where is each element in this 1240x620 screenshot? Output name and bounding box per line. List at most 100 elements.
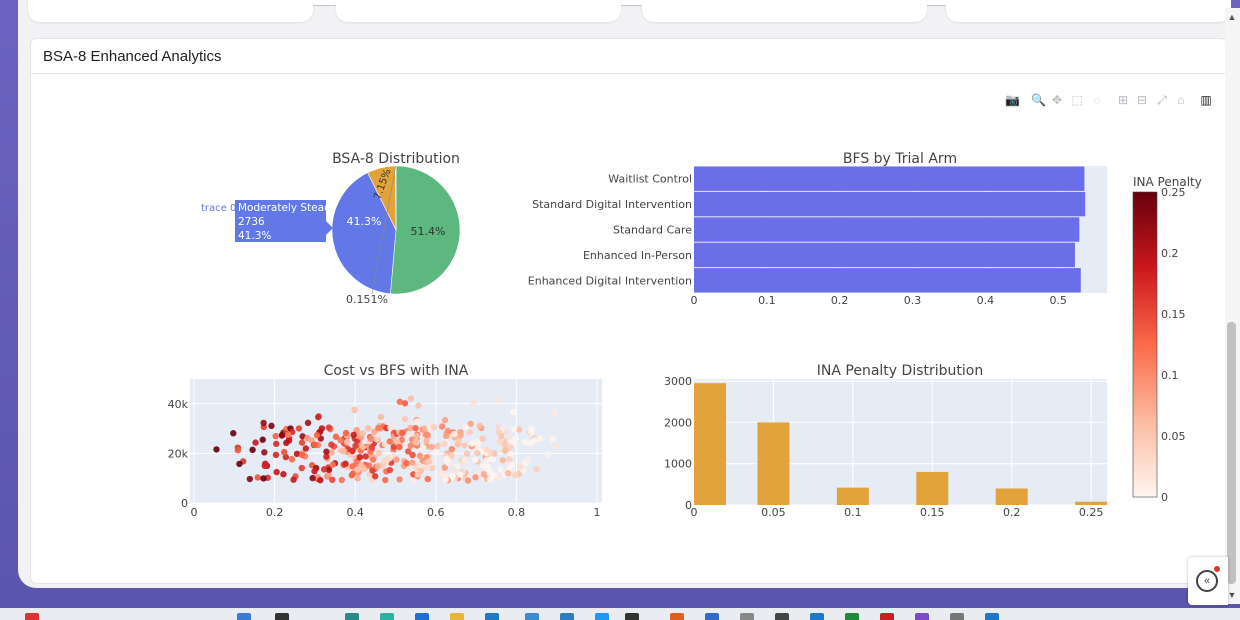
scatter-point[interactable] (260, 475, 267, 482)
scatter-point[interactable] (473, 438, 481, 446)
scatter-point[interactable] (554, 442, 561, 450)
scatter-point[interactable] (476, 422, 484, 430)
scatter-point[interactable] (407, 442, 414, 449)
zoom-icon[interactable]: 🔍 (1031, 93, 1046, 107)
scatter-point[interactable] (516, 463, 524, 471)
scatter-point[interactable] (495, 396, 503, 404)
scatter-point[interactable] (405, 430, 413, 437)
scatter-point[interactable] (472, 456, 479, 463)
scatter-point[interactable] (382, 476, 389, 484)
app-icon[interactable] (705, 613, 719, 620)
scatter-point[interactable] (273, 468, 280, 476)
bar[interactable] (694, 191, 1086, 217)
scatter-point[interactable] (497, 466, 504, 473)
app-icon[interactable] (670, 613, 684, 620)
histogram-bar[interactable] (1075, 501, 1108, 505)
app-icon[interactable] (810, 613, 824, 620)
scatter-point[interactable] (549, 435, 557, 443)
scatter-point[interactable] (457, 471, 464, 478)
scatter-point[interactable] (415, 402, 422, 409)
scatter-point[interactable] (451, 466, 458, 474)
scatter-point[interactable] (448, 445, 456, 453)
chat-toggle-button[interactable]: « (1188, 557, 1228, 605)
histogram-bar[interactable] (757, 422, 790, 505)
scatter-point[interactable] (405, 448, 412, 455)
scatter-point[interactable] (311, 441, 319, 448)
zoom-in-icon[interactable]: ⊞ (1117, 93, 1129, 107)
scatter-point[interactable] (329, 461, 336, 468)
scatter-point[interactable] (522, 438, 529, 446)
scatter-point[interactable] (315, 413, 322, 421)
scatter-point[interactable] (295, 425, 303, 432)
scatter-point[interactable] (367, 435, 374, 443)
histogram-bar[interactable] (995, 488, 1028, 505)
scatter-point[interactable] (343, 438, 351, 446)
histogram-bar[interactable] (694, 383, 726, 505)
app-icon[interactable] (415, 613, 429, 620)
scatter-point[interactable] (323, 448, 330, 455)
scatter-point[interactable] (412, 425, 419, 432)
scatter-point[interactable] (423, 431, 430, 438)
scatter-point[interactable] (350, 431, 357, 439)
histogram-bar[interactable] (916, 471, 949, 505)
scatter-point[interactable] (403, 460, 410, 467)
search-icon[interactable] (275, 613, 289, 620)
scatter-point[interactable] (234, 447, 242, 454)
scatter-point[interactable] (495, 428, 502, 436)
scatter-point[interactable] (393, 456, 400, 463)
scatter-point[interactable] (515, 426, 523, 433)
scatter-point[interactable] (371, 473, 379, 480)
app-icon[interactable] (775, 613, 789, 620)
scroll-down-arrow[interactable]: ▼ (1227, 590, 1237, 600)
scatter-point[interactable] (381, 458, 388, 465)
scatter-point[interactable] (396, 398, 404, 406)
scatter-point[interactable] (359, 430, 366, 437)
scatter-point[interactable] (415, 461, 423, 469)
scatter-point[interactable] (512, 471, 519, 479)
scatter-point[interactable] (483, 446, 490, 453)
scrollbar-thumb[interactable] (1227, 322, 1236, 584)
scatter-point[interactable] (354, 466, 361, 473)
app-icon[interactable] (380, 613, 394, 620)
scatter-point[interactable] (474, 449, 481, 457)
scatter-point[interactable] (338, 476, 345, 484)
scatter-point[interactable] (432, 449, 440, 456)
scatter-point[interactable] (401, 400, 409, 407)
scatter-point[interactable] (420, 444, 427, 452)
scatter-point[interactable] (302, 445, 310, 452)
scatter-point[interactable] (341, 448, 348, 455)
scatter-point[interactable] (544, 451, 551, 458)
bar-chart[interactable]: 0 0.1 0.2 0.3 0.4 0.5 Waitlist Control Standard… (528, 166, 1086, 307)
scatter-point[interactable] (483, 456, 491, 463)
scatter-point[interactable] (252, 439, 259, 446)
scatter-point[interactable] (280, 471, 287, 478)
scatter-point[interactable] (449, 473, 456, 480)
scatter-point[interactable] (496, 438, 503, 445)
app-icon[interactable] (25, 613, 39, 620)
scatter-point[interactable] (461, 442, 468, 449)
pie-slice[interactable] (390, 165, 461, 295)
scatter-point[interactable] (472, 474, 479, 481)
scatter-point[interactable] (442, 472, 449, 479)
scatter-point[interactable] (313, 432, 321, 439)
scatter-point[interactable] (359, 443, 367, 450)
scatter-point[interactable] (281, 448, 288, 456)
scatter-point[interactable] (259, 436, 266, 443)
scatter-point[interactable] (479, 462, 487, 469)
app-icon[interactable] (880, 613, 894, 620)
autoscale-icon[interactable]: ⤢ (1157, 93, 1167, 107)
scatter-point[interactable] (466, 429, 474, 436)
scatter-point[interactable] (461, 456, 468, 464)
scatter-point[interactable] (486, 476, 494, 483)
camera-icon[interactable]: 📷 (1005, 93, 1020, 107)
pan-icon[interactable]: ✥ (1051, 93, 1063, 107)
scatter-point[interactable] (462, 424, 470, 431)
scatter-point[interactable] (273, 440, 280, 448)
scatter-point[interactable] (317, 476, 324, 484)
scatter-point[interactable] (410, 476, 417, 484)
scatter-point[interactable] (342, 460, 349, 467)
scatter-point[interactable] (424, 475, 432, 483)
scatter-point[interactable] (499, 457, 507, 464)
scatter-point[interactable] (304, 419, 312, 427)
zoom-out-icon[interactable]: ⊟ (1136, 93, 1148, 107)
